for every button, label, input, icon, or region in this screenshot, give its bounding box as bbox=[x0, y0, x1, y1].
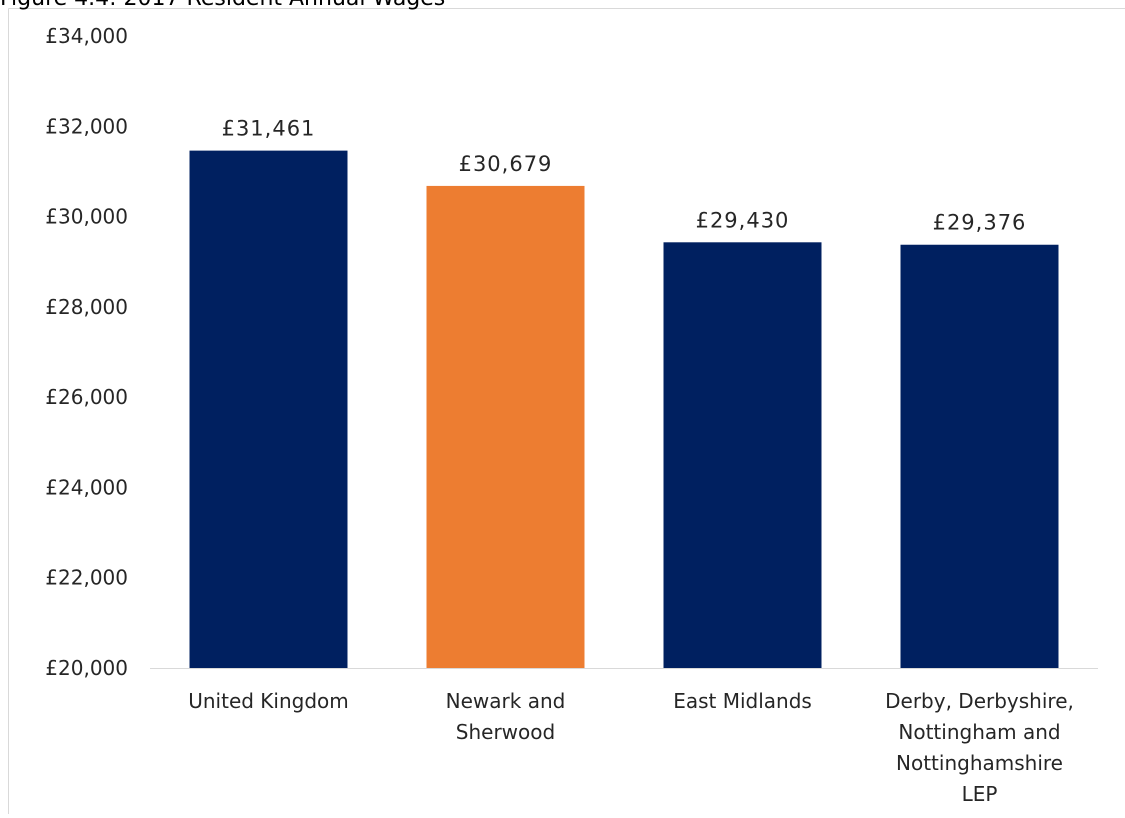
x-tick-label: Derby, Derbyshire, bbox=[885, 689, 1074, 713]
y-tick-label: £26,000 bbox=[45, 385, 128, 409]
data-label: £31,461 bbox=[222, 117, 316, 141]
x-tick-label: Sherwood bbox=[456, 720, 555, 744]
y-tick-label: £24,000 bbox=[45, 475, 128, 499]
x-tick-label: Nottingham and bbox=[898, 720, 1060, 744]
bar bbox=[189, 150, 348, 668]
x-tick-label: United Kingdom bbox=[188, 689, 349, 713]
y-tick-label: £32,000 bbox=[45, 114, 128, 138]
bar bbox=[426, 185, 585, 668]
y-tick-label: £34,000 bbox=[45, 24, 128, 48]
bar bbox=[900, 244, 1059, 668]
x-tick-label: Nottinghamshire bbox=[896, 751, 1063, 775]
x-tick-label: East Midlands bbox=[673, 689, 812, 713]
y-tick-label: £20,000 bbox=[45, 656, 128, 680]
bar bbox=[663, 242, 822, 668]
data-label: £29,430 bbox=[696, 208, 790, 232]
y-tick-label: £30,000 bbox=[45, 205, 128, 229]
data-label: £29,376 bbox=[933, 211, 1027, 235]
data-label: £30,679 bbox=[459, 152, 553, 176]
chart-title: Figure 4.4: 2017 Resident Annual Wages bbox=[0, 0, 445, 11]
x-tick-label: LEP bbox=[962, 782, 998, 806]
y-tick-label: £22,000 bbox=[45, 566, 128, 590]
y-tick-label: £28,000 bbox=[45, 295, 128, 319]
x-tick-label: Newark and bbox=[446, 689, 566, 713]
